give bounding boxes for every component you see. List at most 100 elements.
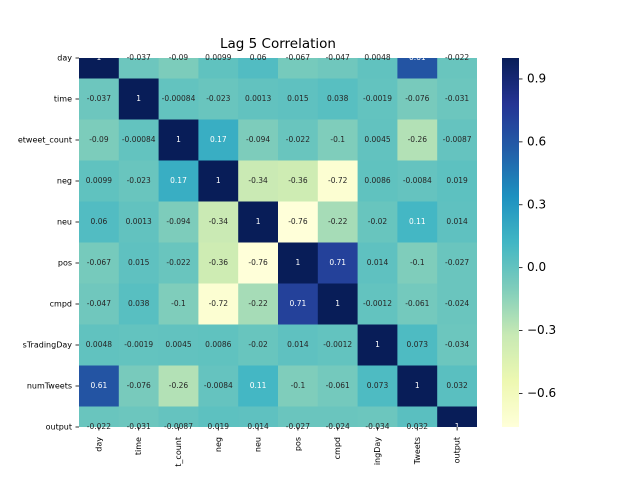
heatmap-cell — [158, 160, 199, 202]
cell-annotation: 1 — [455, 422, 460, 431]
cell-annotation: -0.02 — [248, 340, 268, 349]
cell-annotation: 0.0086 — [364, 176, 390, 185]
cell-annotation: -0.067 — [87, 258, 111, 267]
cell-annotation: 1 — [176, 135, 181, 144]
heatmap-cell — [317, 78, 359, 120]
cell-annotation: -0.0012 — [363, 299, 392, 308]
heatmap-cell — [158, 324, 199, 366]
cell-annotation: -0.76 — [288, 217, 308, 226]
heatmap-cell — [357, 58, 398, 79]
heatmap-cell — [158, 201, 199, 243]
y-tick-label: neu — [57, 218, 72, 227]
heatmap-cell — [278, 119, 319, 161]
heatmap-cell — [397, 406, 438, 427]
heatmap-cell — [437, 58, 477, 79]
heatmap-cell — [158, 119, 199, 161]
heatmap-cell — [357, 201, 398, 243]
heatmap-cell — [317, 283, 359, 325]
heatmap-cell — [198, 58, 239, 79]
cell-annotation: -0.027 — [286, 422, 310, 431]
heatmap-cell — [79, 160, 120, 202]
heatmap-cell — [437, 406, 477, 427]
heatmap-cell — [118, 78, 160, 120]
heatmap-cell — [79, 119, 120, 161]
cell-annotation: 0.015 — [287, 94, 309, 103]
chart-title: Lag 5 Correlation — [220, 36, 336, 52]
cell-annotation: 0.019 — [208, 422, 230, 431]
x-tick-label: pos — [293, 437, 302, 451]
heatmap-cell — [437, 283, 477, 325]
cell-annotation: 0.014 — [446, 217, 468, 226]
heatmap-cell — [118, 119, 160, 161]
heatmap-cell — [238, 78, 279, 120]
y-tick-label: time — [54, 95, 72, 104]
heatmap-cell — [278, 283, 319, 325]
heatmap-cell — [79, 58, 120, 79]
cell-annotation: -0.1 — [330, 135, 345, 144]
heatmap-cell — [238, 119, 279, 161]
heatmap-cell — [317, 201, 359, 243]
heatmap-cell — [357, 160, 398, 202]
heatmap-cell — [278, 365, 319, 407]
heatmap-cell — [79, 324, 120, 366]
heatmap-cell — [317, 406, 359, 427]
cell-annotation: 0.61 — [91, 381, 108, 390]
x-tick-label: output — [453, 437, 462, 463]
cell-annotation: -0.024 — [445, 299, 469, 308]
cell-annotation: 0.038 — [128, 299, 150, 308]
cell-annotation: -0.00084 — [162, 94, 196, 103]
colorbar-tick-label: −0.3 — [527, 323, 556, 337]
cell-annotation: -0.09 — [89, 135, 109, 144]
x-tick-label: time — [134, 437, 143, 455]
cell-annotation: -0.02 — [368, 217, 388, 226]
heatmap-cell — [198, 365, 239, 407]
y-tick-label: numTweets — [27, 382, 72, 391]
heatmap-cell — [278, 160, 319, 202]
cell-annotation: 0.0099 — [86, 176, 112, 185]
cell-annotation: -0.1 — [171, 299, 186, 308]
cell-annotation: -0.1 — [291, 381, 306, 390]
heatmap-cell — [118, 58, 160, 79]
heatmap-cell — [198, 201, 239, 243]
cell-annotation: -0.076 — [127, 381, 151, 390]
heatmap-cell — [118, 406, 160, 427]
cell-annotation: 0.014 — [287, 340, 309, 349]
cell-annotation: 0.073 — [407, 340, 429, 349]
cell-annotation: -0.0019 — [124, 340, 153, 349]
heatmap-cells — [79, 58, 477, 427]
x-tick-label: ingDay — [373, 437, 382, 465]
y-tick-label: output — [46, 423, 72, 432]
heatmap-cell — [397, 283, 438, 325]
cell-annotation: 0.11 — [409, 217, 426, 226]
heatmap-cell — [278, 58, 319, 79]
heatmap-cell — [357, 78, 398, 120]
cell-annotation: 0.014 — [367, 258, 389, 267]
heatmap-cell — [79, 78, 120, 120]
heatmap-cell — [238, 201, 279, 243]
colorbar-tick-label: 0.3 — [527, 197, 546, 211]
cell-annotation: 0.06 — [91, 217, 108, 226]
heatmap-cell — [437, 242, 477, 284]
cell-annotation: 1 — [415, 381, 420, 390]
heatmap-cell — [118, 201, 160, 243]
heatmap-cell — [357, 406, 398, 427]
heatmap-cell — [317, 58, 359, 79]
cell-annotation: -0.22 — [248, 299, 268, 308]
cell-annotation: -0.031 — [127, 422, 151, 431]
cell-annotation: 1 — [136, 94, 141, 103]
colorbar — [502, 58, 519, 427]
heatmap-cell — [397, 242, 438, 284]
cell-annotation: 1 — [335, 299, 340, 308]
cell-annotation: -0.09 — [169, 53, 189, 62]
heatmap-cell — [397, 324, 438, 366]
cell-annotation: -0.36 — [209, 258, 229, 267]
cell-annotation: -0.037 — [127, 53, 151, 62]
heatmap-cell — [79, 406, 120, 427]
x-tick-label: cmpd — [333, 437, 342, 459]
heatmap-cell — [278, 78, 319, 120]
cell-annotation: -0.36 — [288, 176, 308, 185]
x-tick-label: neu — [254, 437, 263, 452]
heatmap-cell — [238, 324, 279, 366]
heatmap-cell — [317, 160, 359, 202]
heatmap-cell — [238, 406, 279, 427]
